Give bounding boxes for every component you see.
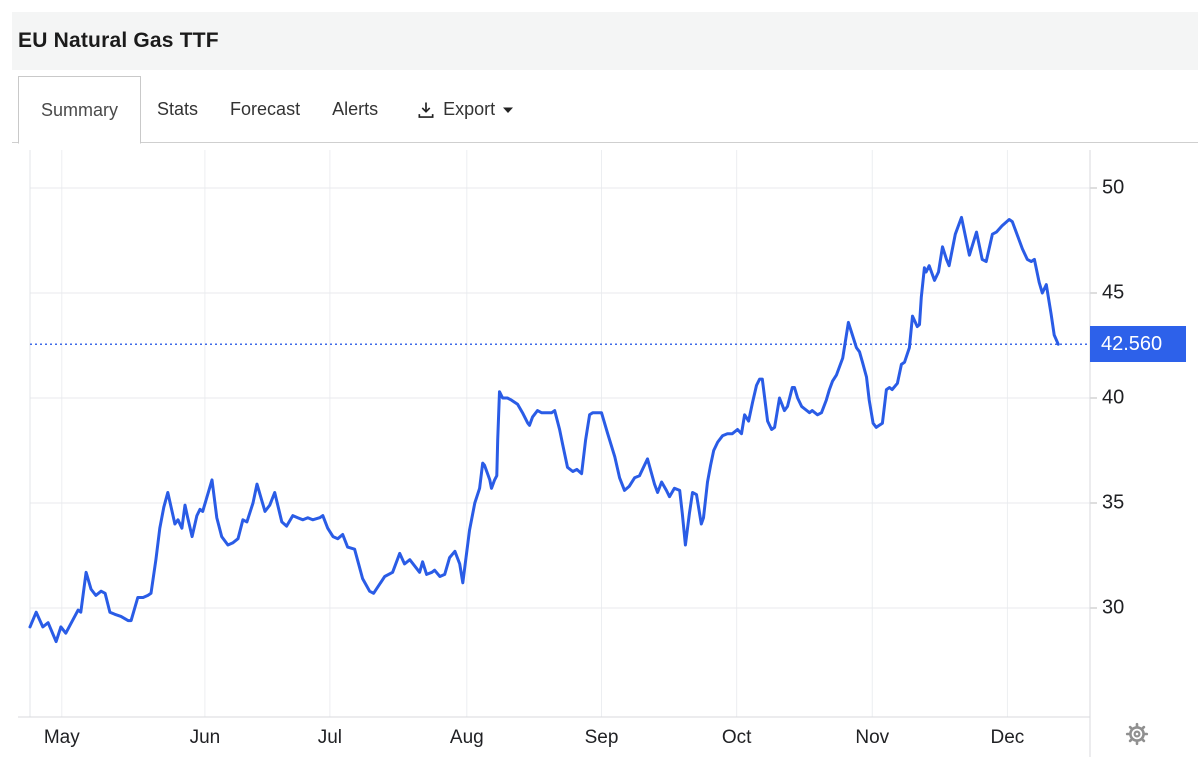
x-axis-label: Jul — [317, 727, 343, 748]
x-axis-label: Oct — [721, 727, 752, 748]
chart-settings-button[interactable] — [1122, 719, 1152, 749]
tabs: Summary Stats Forecast Alerts Export — [18, 76, 530, 144]
last-price-badge: 42.560 — [1090, 326, 1186, 363]
gear-icon — [1123, 722, 1151, 751]
page-title: EU Natural Gas TTF — [18, 29, 219, 52]
price-line — [28, 215, 1060, 644]
tab-summary[interactable]: Summary — [18, 76, 142, 144]
x-axis-label: Dec — [990, 727, 1025, 748]
tab-summary-label: Summary — [41, 99, 119, 120]
x-axis-label: Jun — [189, 727, 221, 748]
tab-alerts-label: Alerts — [332, 99, 379, 119]
tab-forecast[interactable]: Forecast — [214, 76, 316, 143]
tab-stats-label: Stats — [157, 99, 199, 119]
export-label: Export — [443, 99, 496, 119]
y-axis-label: 40 — [1102, 386, 1125, 409]
export-button[interactable]: Export — [400, 76, 530, 143]
last-price-value: 42.560 — [1101, 332, 1163, 355]
y-axis-label: 50 — [1102, 176, 1125, 199]
y-axis-label: 45 — [1102, 281, 1125, 304]
tab-bar: Summary Stats Forecast Alerts Export — [12, 70, 1198, 144]
x-axis-label: Sep — [584, 727, 619, 748]
x-axis-label: Aug — [449, 727, 484, 748]
tabbar-underline — [12, 142, 1198, 143]
x-axis-label: Nov — [855, 727, 890, 748]
tab-forecast-label: Forecast — [230, 99, 301, 119]
tab-stats[interactable]: Stats — [141, 76, 214, 143]
y-axis-label: 35 — [1102, 491, 1125, 514]
caret-down-icon — [502, 106, 514, 114]
x-axis-label: May — [43, 727, 80, 748]
tab-alerts[interactable]: Alerts — [316, 76, 394, 143]
header-band: EU Natural Gas TTF — [12, 12, 1198, 70]
download-icon — [416, 100, 436, 120]
y-axis-label: 30 — [1102, 596, 1125, 619]
